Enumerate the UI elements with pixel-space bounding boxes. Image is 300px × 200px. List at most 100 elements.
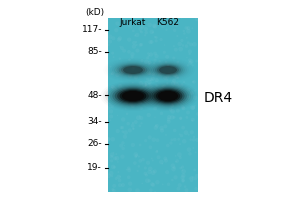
Point <box>172 138 177 141</box>
Point <box>160 129 164 132</box>
Point <box>137 124 142 127</box>
Point <box>124 168 129 171</box>
Point <box>114 69 119 72</box>
Point <box>170 164 175 167</box>
Point <box>126 167 131 170</box>
Point <box>109 115 114 118</box>
Point <box>173 176 178 179</box>
Point <box>162 84 167 87</box>
Ellipse shape <box>116 63 150 77</box>
Point <box>191 106 196 109</box>
Point <box>144 31 148 34</box>
Point <box>174 24 179 27</box>
Point <box>109 110 113 113</box>
Point <box>123 131 128 134</box>
Point <box>172 73 177 76</box>
Point <box>170 116 175 119</box>
Point <box>167 101 172 105</box>
Point <box>138 27 143 30</box>
Point <box>172 29 177 32</box>
Point <box>123 107 128 110</box>
Point <box>182 32 187 35</box>
Ellipse shape <box>122 91 144 101</box>
Point <box>167 73 172 76</box>
Point <box>116 38 121 41</box>
Point <box>131 45 136 48</box>
Point <box>135 92 140 96</box>
Point <box>143 166 148 170</box>
Point <box>180 176 185 179</box>
Point <box>159 88 164 91</box>
Point <box>192 168 197 172</box>
Point <box>172 79 176 82</box>
Point <box>184 45 189 48</box>
Point <box>184 26 189 30</box>
Point <box>143 27 148 31</box>
Point <box>150 159 155 162</box>
Point <box>127 21 132 24</box>
Point <box>139 107 144 110</box>
Point <box>119 144 124 147</box>
Point <box>120 69 125 73</box>
Point <box>195 138 200 141</box>
Point <box>131 127 136 130</box>
Point <box>170 105 175 108</box>
Point <box>153 59 158 62</box>
Point <box>158 88 163 91</box>
Text: 117-: 117- <box>82 25 102 34</box>
Point <box>178 117 183 120</box>
Point <box>173 160 178 163</box>
Point <box>120 89 125 92</box>
Point <box>134 154 139 157</box>
Point <box>157 73 162 76</box>
Point <box>168 68 173 71</box>
Point <box>114 29 119 32</box>
Point <box>122 144 127 147</box>
Point <box>130 143 135 147</box>
Point <box>175 61 180 64</box>
Text: K562: K562 <box>157 18 179 27</box>
Point <box>127 169 132 172</box>
Point <box>106 107 111 110</box>
Point <box>188 138 193 141</box>
Point <box>165 55 170 59</box>
Point <box>169 141 173 145</box>
Point <box>187 148 191 151</box>
Point <box>121 147 125 150</box>
Point <box>145 179 150 182</box>
Point <box>115 157 119 160</box>
Point <box>177 84 182 88</box>
Point <box>186 95 191 98</box>
Point <box>120 155 125 158</box>
Point <box>106 174 111 177</box>
Point <box>146 71 151 74</box>
Point <box>176 109 180 112</box>
Point <box>182 140 187 143</box>
Text: 26-: 26- <box>87 140 102 148</box>
Point <box>135 49 140 52</box>
Point <box>110 105 115 108</box>
Point <box>181 44 185 47</box>
Point <box>116 170 121 174</box>
Point <box>121 118 126 121</box>
Point <box>147 61 152 64</box>
Point <box>130 98 135 102</box>
Point <box>136 155 141 158</box>
Point <box>177 153 182 156</box>
Point <box>147 83 152 86</box>
Point <box>176 101 181 104</box>
Point <box>108 119 113 122</box>
Point <box>177 42 182 46</box>
Point <box>146 113 151 117</box>
Point <box>143 34 148 37</box>
Point <box>170 178 175 182</box>
Point <box>122 49 127 52</box>
Point <box>117 179 122 182</box>
Point <box>181 126 185 129</box>
Point <box>188 59 192 62</box>
Point <box>118 45 123 48</box>
Point <box>196 112 200 116</box>
Point <box>139 122 144 125</box>
Point <box>137 114 142 118</box>
Point <box>190 64 195 67</box>
